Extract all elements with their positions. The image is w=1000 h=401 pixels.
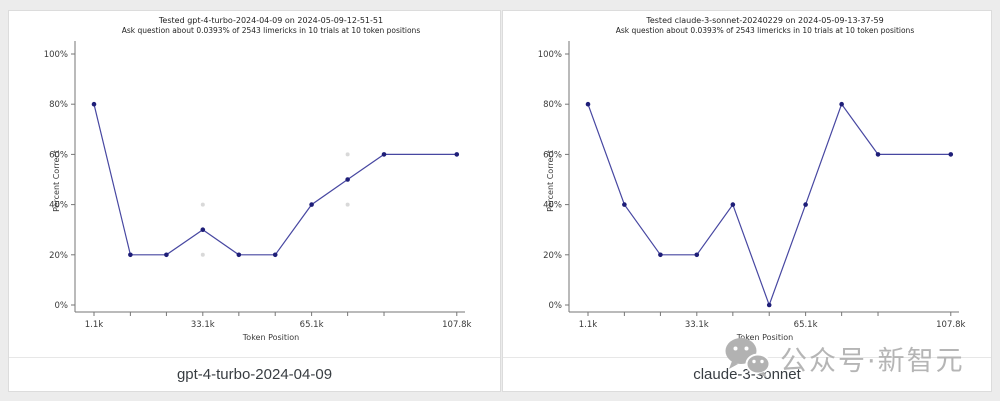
data-point <box>730 202 736 207</box>
x-tick-label: 107.8k <box>442 320 471 330</box>
x-tick-label: 107.8k <box>936 320 965 330</box>
y-tick-label: 40% <box>543 201 562 211</box>
model-caption-text: claude-3-sonnet <box>693 366 801 383</box>
data-point <box>381 152 387 157</box>
x-tick-label: 1.1k <box>85 320 104 330</box>
chart-title: Tested claude-3-sonnet-20240229 on 2024-… <box>646 16 884 25</box>
data-point <box>875 152 881 157</box>
chart-title: Tested gpt-4-turbo-2024-04-09 on 2024-05… <box>158 16 384 25</box>
data-point <box>454 152 460 157</box>
x-tick-label: 1.1k <box>579 320 598 330</box>
data-point <box>236 252 242 258</box>
y-tick-label: 0% <box>549 301 563 311</box>
data-point <box>694 252 700 258</box>
chart-subtitle: Ask question about 0.0393% of 2543 limer… <box>615 26 915 35</box>
series-line <box>587 102 951 307</box>
model-caption-text: gpt-4-turbo-2024-04-09 <box>176 366 333 383</box>
x-tick-label: 33.1k <box>685 320 709 330</box>
data-point <box>164 252 169 258</box>
y-tick-label: 0% <box>55 301 69 311</box>
data-point <box>766 302 772 308</box>
y-tick-label: 80% <box>543 100 562 110</box>
y-tick-label: 60% <box>49 150 68 160</box>
chart-card-gpt4: Tested gpt-4-turbo-2024-04-09 on 2024-05… <box>8 10 501 392</box>
data-point <box>803 202 808 207</box>
chart-subtitle: Ask question about 0.0393% of 2543 limer… <box>121 26 421 35</box>
chart-area-gpt4: Tested gpt-4-turbo-2024-04-09 on 2024-05… <box>9 11 500 358</box>
x-tick-label: 33.1k <box>191 320 215 330</box>
x-tick-label: 65.1k <box>794 320 818 330</box>
y-tick-label: 20% <box>543 251 562 261</box>
y-tick-label: 100% <box>44 50 68 60</box>
data-point <box>839 101 844 107</box>
y-tick-label: 60% <box>543 150 562 160</box>
y-tick-label: 80% <box>49 100 68 110</box>
data-point <box>345 177 350 182</box>
x-tick-label: 65.1k <box>300 320 324 330</box>
model-caption: claude-3-sonnet <box>503 357 991 391</box>
chart-card-claude: Tested claude-3-sonnet-20240229 on 2024-… <box>502 10 992 392</box>
ghost-point <box>200 252 205 257</box>
y-tick-label: 20% <box>49 251 68 261</box>
data-point <box>658 252 663 258</box>
chart-area-claude: Tested claude-3-sonnet-20240229 on 2024-… <box>503 11 991 358</box>
data-point <box>200 227 206 232</box>
model-caption: gpt-4-turbo-2024-04-09 <box>9 357 500 391</box>
ghost-point <box>345 202 350 207</box>
data-point <box>585 101 591 107</box>
x-axis-label: Token Position <box>736 333 794 342</box>
x-axis-label: Token Position <box>242 333 300 342</box>
chart-header: Tested gpt-4-turbo-2024-04-09 on 2024-05… <box>75 16 467 35</box>
ghost-point <box>200 202 205 207</box>
data-point <box>272 252 278 258</box>
line-chart-svg: 0% 20% 40% 60% 80% 100% 1.1k 33.1k 65.1k 107.8k <box>44 41 471 330</box>
ghost-point <box>345 152 350 157</box>
data-point <box>91 101 97 107</box>
y-tick-label: 40% <box>49 201 68 211</box>
data-point <box>309 202 314 207</box>
y-tick-label: 100% <box>538 50 562 60</box>
line-chart-svg: 0% 20% 40% 60% 80% 100% 1.1k 33.1k 65.1k 107.8k <box>538 41 965 330</box>
data-point <box>622 202 627 207</box>
data-point <box>948 152 954 157</box>
chart-header: Tested claude-3-sonnet-20240229 on 2024-… <box>569 16 961 35</box>
series-line <box>93 104 457 256</box>
data-point <box>128 252 133 258</box>
